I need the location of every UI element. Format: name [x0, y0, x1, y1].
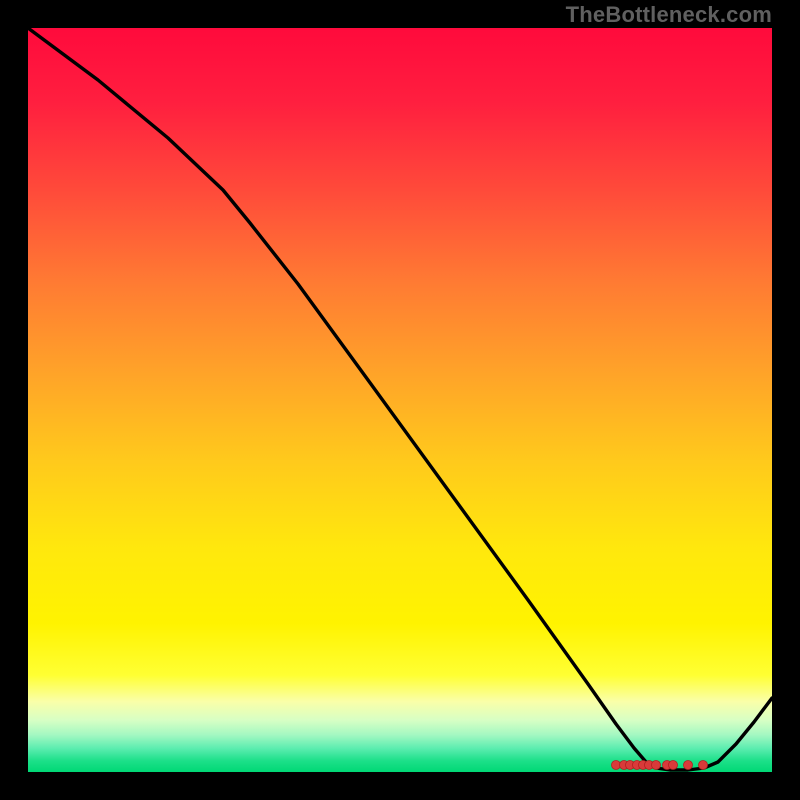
marker-dot [699, 761, 708, 770]
gradient-backdrop [28, 28, 772, 772]
chart-frame [28, 28, 772, 772]
marker-dot [669, 761, 678, 770]
chart-svg [28, 28, 772, 772]
marker-dot [684, 761, 693, 770]
watermark-label: TheBottleneck.com [566, 2, 772, 28]
marker-dot [652, 761, 661, 770]
